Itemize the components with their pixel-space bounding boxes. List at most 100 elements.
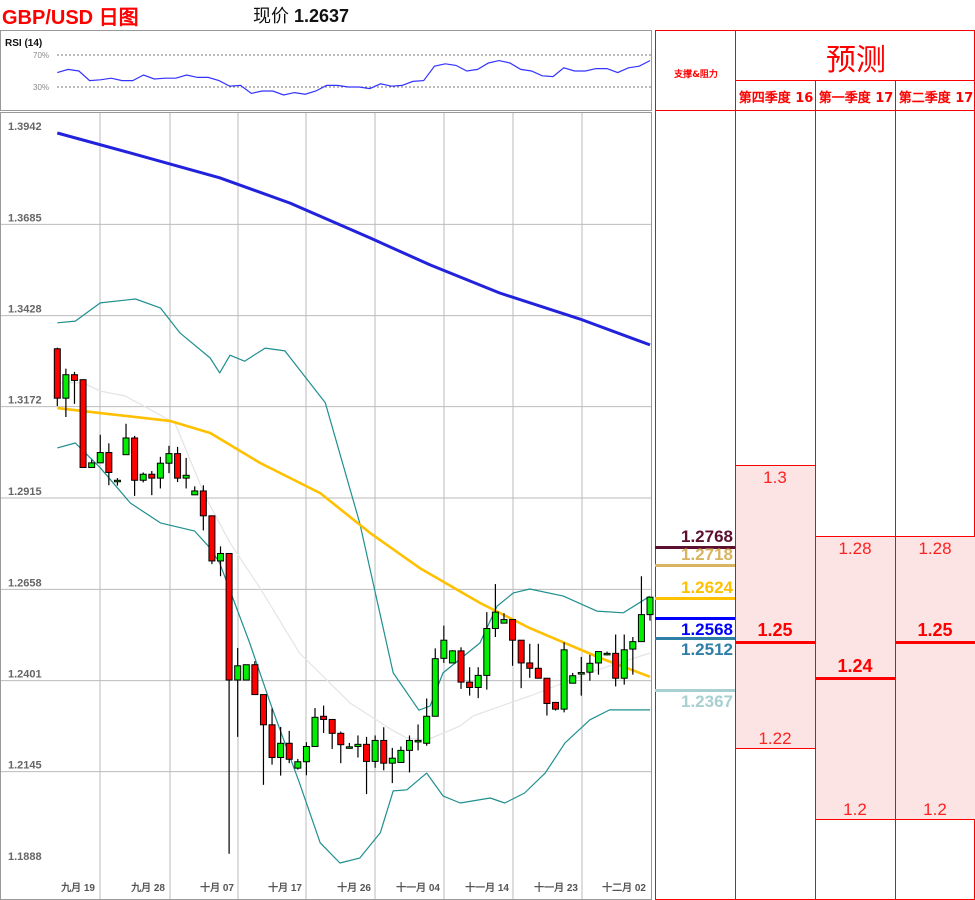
candle [259, 694, 267, 785]
candle-body [131, 437, 139, 481]
candle [612, 634, 620, 687]
y-tick-label: 1.3685 [8, 212, 42, 224]
forecast-low: 1.22 [758, 729, 792, 749]
candle-body [440, 639, 448, 659]
candle-body [105, 452, 113, 473]
candle-body [414, 739, 422, 743]
candle-body [156, 462, 164, 479]
candle-body [302, 745, 310, 763]
sr-level-label: 1.2512 [681, 640, 733, 660]
candle [79, 379, 87, 468]
candle [217, 546, 225, 577]
candle-body [294, 761, 302, 769]
forecast-header-cell: 预测 [735, 30, 975, 81]
candle [500, 613, 508, 624]
grid: 1.3942 1.3685 1.3428 1.3172 1.2915 1.2658 1.24… [1, 113, 651, 899]
candle [182, 457, 190, 489]
candle-body [70, 374, 78, 381]
candle [560, 642, 568, 713]
candle-body [500, 619, 508, 624]
candle [174, 446, 182, 483]
candle [397, 746, 405, 763]
candle-body [234, 665, 242, 681]
candle-body [603, 652, 611, 656]
candle-body [199, 490, 207, 517]
forecast-low: 1.2 [843, 800, 867, 820]
candle [88, 459, 96, 468]
chart-area: RSI (14) 70% 30% 1.3942 1.3685 1.3428 1.317… [0, 30, 654, 900]
candle-body [225, 552, 233, 681]
candle [191, 486, 199, 496]
candle [517, 639, 525, 689]
candle [603, 651, 611, 656]
candles [53, 347, 654, 854]
candle-body [88, 462, 96, 468]
candle [466, 667, 474, 696]
candle [122, 423, 130, 456]
candle-body [397, 749, 405, 763]
y-tick-label: 1.3172 [8, 395, 42, 407]
forecast-panel: 支撑&阻力 预测 1.2768 1.2718 1.2624 1.2568 1.2512 1… [655, 30, 975, 900]
bollinger-upper-line [57, 298, 651, 711]
candle [620, 634, 628, 685]
candle-body [217, 552, 225, 562]
short-moving-average-line [57, 406, 651, 679]
rsi-label: RSI (14) [5, 38, 42, 49]
candle [380, 727, 388, 771]
sr-level-line [655, 637, 735, 641]
candle [70, 371, 78, 404]
x-tick-label: 十一月 04 [396, 881, 440, 894]
sr-level-label: 1.2624 [681, 578, 733, 598]
current-price-label: 现价 [253, 6, 289, 26]
sr-level-line [655, 597, 735, 601]
candle-body [208, 515, 216, 562]
candle [440, 625, 448, 663]
candle [534, 643, 542, 679]
candle [225, 552, 233, 854]
candle-body [148, 473, 156, 479]
sr-level-line [655, 688, 735, 692]
candle [354, 735, 362, 758]
candle [388, 747, 396, 784]
y-tick-label: 1.3942 [8, 121, 42, 133]
forecast-high: 1.28 [918, 538, 952, 558]
x-tick-label: 十一月 14 [465, 881, 509, 894]
candle-body [560, 649, 568, 710]
x-tick-label: 十一月 23 [534, 881, 578, 894]
y-tick-label: 1.2401 [8, 669, 42, 681]
x-tick-label: 十月 17 [268, 881, 302, 894]
y-tick-label: 1.3428 [8, 304, 42, 316]
candle [483, 612, 491, 690]
candle-body [620, 649, 628, 679]
current-price: 现价 1.2637 [253, 2, 349, 28]
candle [53, 347, 61, 406]
candle-body [388, 757, 396, 764]
rsi-frame [0, 30, 652, 111]
candle-body [646, 596, 654, 616]
x-tick-label: 九月 28 [130, 881, 165, 894]
sr-header-cell: 支撑&阻力 [655, 30, 736, 111]
candle-body [53, 348, 61, 399]
sr-column [655, 110, 736, 900]
candle-body [380, 739, 388, 764]
candle [569, 672, 577, 684]
rsi-line [57, 59, 651, 96]
candle [251, 661, 259, 696]
quarter-header-cell: 第一季度 17 [815, 80, 896, 111]
candle-body [328, 718, 336, 734]
candle [139, 472, 147, 483]
candle-body [139, 473, 147, 481]
candle-body [174, 453, 182, 479]
y-tick-label: 1.2915 [8, 486, 42, 498]
candle [199, 485, 207, 531]
candle-body [182, 474, 190, 479]
candle [268, 708, 276, 765]
forecast-mid: 1.25 [917, 620, 953, 641]
price-chart-frame [0, 112, 652, 900]
forecast-mid: 1.25 [757, 620, 793, 641]
y-tick-label: 1.1888 [8, 851, 42, 863]
candle-body [345, 746, 353, 749]
candle-body [483, 627, 491, 676]
sr-level-label: 1.2367 [681, 691, 733, 711]
candle-body [122, 437, 130, 456]
